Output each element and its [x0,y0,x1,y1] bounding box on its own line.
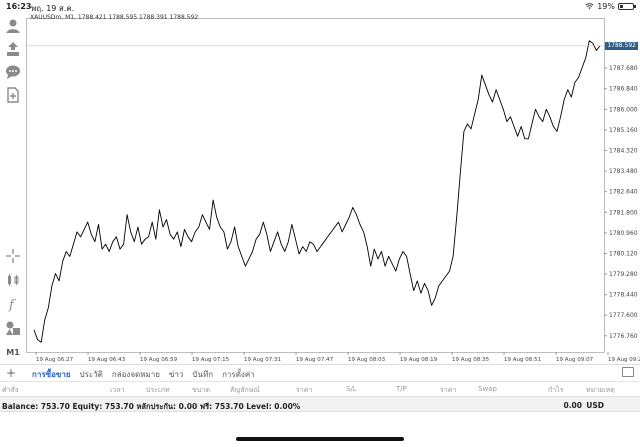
x-tick-label: 19 Aug 06:59 [140,357,178,363]
left-toolbar: f M1 [0,14,26,357]
column-header-6[interactable]: S/L [346,385,357,393]
objects-icon[interactable] [3,318,23,338]
price-line [33,40,601,343]
y-tick-label: 1777.600 [609,312,638,319]
tab-2[interactable]: กล่องจดหมาย [111,370,160,379]
add-icon[interactable]: + [6,366,17,380]
x-tick-label: 19 Aug 08:35 [452,357,490,363]
chart-canvas[interactable]: 1787.680 1786.840 1786.000 1785.160 1784.320… [26,14,640,364]
column-header-8[interactable]: ราคา [440,386,457,394]
y-tick-label: 1778.440 [609,292,638,299]
column-header-9[interactable]: Swap [478,385,497,393]
svg-text:f: f [8,298,16,312]
collapse-panel-icon[interactable] [622,367,634,377]
y-tick-label: 1780.120 [609,250,638,257]
y-tick-label: 1780.960 [609,230,638,237]
status-bar: 16:23 พฤ. 19 ส.ค. 19% [0,0,640,14]
x-tick-label: 19 Aug 06:27 [36,357,74,363]
crosshair-icon[interactable] [3,246,23,266]
column-header-0[interactable]: คำสั่ง [2,386,19,394]
home-indicator[interactable] [236,437,404,441]
y-tick-label: 1787.680 [609,65,638,72]
x-tick-label: 19 Aug 07:15 [192,357,230,363]
x-tick-label: 19 Aug 07:47 [296,357,334,363]
y-tick-label: 1779.280 [609,271,638,278]
tab-5[interactable]: การตั้งค่า [222,370,255,379]
x-tick-label: 19 Aug 09:07 [556,357,594,363]
price-chart[interactable]: 1787.680 1786.840 1786.000 1785.160 1784.320… [26,14,640,364]
x-tick-label: 19 Aug 07:31 [244,357,281,363]
tab-3[interactable]: ข่าว [168,370,184,379]
y-tick-label: 1781.800 [609,209,638,216]
wifi-icon [585,3,594,10]
x-tick-label: 19 Aug 08:51 [504,357,541,363]
x-tick-label: 19 Aug 08:03 [348,357,386,363]
column-header-1[interactable]: เวลา [110,386,125,394]
y-tick-label: 1786.000 [609,106,638,113]
y-tick-label: 1776.760 [609,333,638,340]
trade-icon[interactable] [3,39,23,59]
column-header-7[interactable]: T/P [396,385,407,393]
x-tick-label: 19 Aug 06:43 [88,357,126,363]
account-icon[interactable] [3,16,23,36]
chat-icon[interactable] [3,62,23,82]
chart-header: XAUUSDm, M1, 1788.421 1788.595 1788.391 … [30,14,199,21]
balance-summary: Balance: 753.70 Equity: 753.70 หลักประกั… [2,402,301,411]
y-tick-label: 1782.640 [609,189,638,196]
terminal-tabs-bar: + การซื้อขาย ประวัติ กล่องจดหมาย ข่าว บันทึก… [0,364,640,380]
tab-0[interactable]: การซื้อขาย [32,370,71,379]
x-tick-label: 19 Aug 09:23 [608,357,640,363]
plot-frame [26,18,605,353]
y-tick-label: 1783.480 [609,168,638,175]
column-header-4[interactable]: สัญลักษณ์ [230,386,260,394]
timeframe-label: M1 [6,347,20,357]
profit-currency: USD [586,401,604,410]
battery-icon [618,3,636,10]
balance-row: Balance: 753.70 Equity: 753.70 หลักประกั… [0,396,640,412]
y-tick-label: 1784.320 [609,148,638,155]
column-header-5[interactable]: ราคา [296,386,313,394]
column-header-3[interactable]: ขนาด [192,386,211,394]
y-tick-label: 1786.840 [609,86,638,93]
timeframe-button[interactable]: M1 [3,342,23,362]
chart-type-icon[interactable] [3,270,23,290]
tab-1[interactable]: ประวัติ [79,370,103,379]
terminal-tabs: การซื้อขาย ประวัติ กล่องจดหมาย ข่าว บันทึก กา… [32,368,255,381]
x-tick-label: 19 Aug 08:19 [400,357,438,363]
status-time: 16:23 [6,2,32,11]
total-profit: 0.00 [563,401,582,410]
indicators-icon[interactable]: f [3,294,23,314]
battery-percent: 19% [597,2,615,11]
column-header-10[interactable]: กำไร [548,386,564,394]
column-header-2[interactable]: ประเภท [146,386,170,394]
tab-4[interactable]: บันทึก [192,370,214,379]
new-order-icon[interactable] [3,85,23,105]
y-tick-label: 1785.160 [609,127,638,134]
current-price-label: 1788.592 [605,41,638,50]
status-date: พฤ. 19 ส.ค. [31,4,75,13]
orders-table-header: คำสั่ง เวลา ประเภท ขนาด สัญลักษณ์ ราคา S/L T/P ร… [0,381,640,395]
column-header-11[interactable]: หมายเหตุ [586,386,615,394]
